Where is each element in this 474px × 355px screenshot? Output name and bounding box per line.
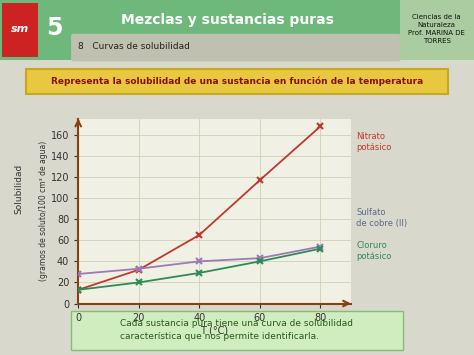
Text: 5: 5 — [46, 16, 63, 40]
Text: Cada sustancia pura tiene una curva de solubilidad
característica que nos permit: Cada sustancia pura tiene una curva de s… — [120, 320, 354, 341]
Text: Nitrato
potásico: Nitrato potásico — [356, 132, 392, 152]
Text: Solubilidad: Solubilidad — [15, 164, 23, 214]
Text: Sulfato
de cobre (II): Sulfato de cobre (II) — [356, 208, 408, 228]
Bar — [2, 3, 38, 57]
Bar — [400, 0, 474, 60]
Text: Representa la solubilidad de una sustancia en función de la temperatura: Representa la solubilidad de una sustanc… — [51, 77, 423, 86]
Text: Cloruro
potásico: Cloruro potásico — [356, 241, 392, 261]
Text: 8   Curvas de solubilidad: 8 Curvas de solubilidad — [78, 42, 190, 51]
Y-axis label: (gramos de soluto/100 cm³ de agua): (gramos de soluto/100 cm³ de agua) — [39, 141, 48, 282]
X-axis label: T (°C): T (°C) — [201, 325, 228, 335]
Text: sm: sm — [11, 24, 29, 34]
Text: Mezclas y sustancias puras: Mezclas y sustancias puras — [121, 12, 334, 27]
FancyBboxPatch shape — [71, 311, 403, 350]
Text: Ciencias de la
Naturaleza
Prof. MARINA DE
TORRES: Ciencias de la Naturaleza Prof. MARINA D… — [408, 14, 465, 44]
Bar — [0, 0, 474, 60]
FancyBboxPatch shape — [71, 34, 401, 61]
FancyBboxPatch shape — [26, 69, 448, 94]
